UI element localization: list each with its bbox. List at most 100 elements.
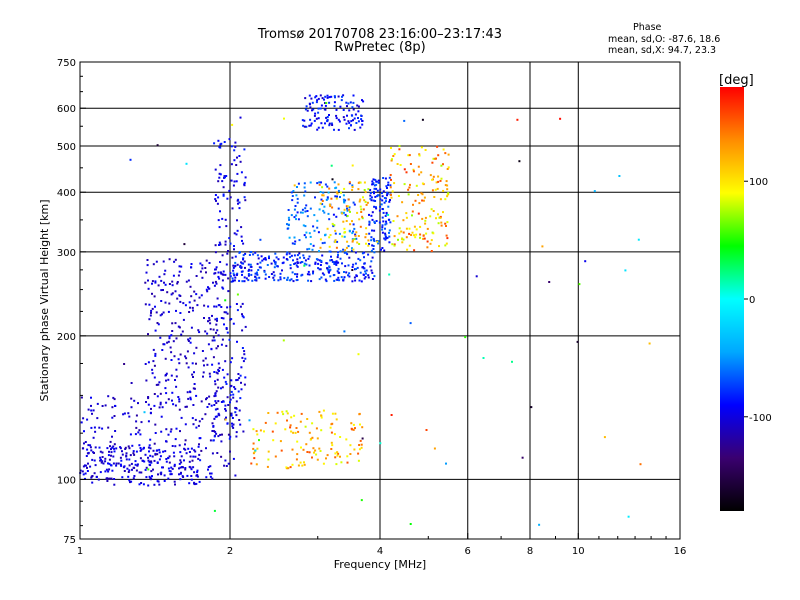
data-point	[360, 446, 363, 449]
data-point	[215, 331, 217, 334]
data-point	[219, 164, 222, 167]
data-point	[367, 276, 370, 279]
data-point	[127, 475, 130, 478]
data-point	[201, 267, 204, 270]
data-point	[151, 307, 154, 310]
data-point	[296, 254, 299, 257]
data-point	[345, 220, 348, 222]
data-point	[432, 232, 435, 235]
data-point	[214, 272, 217, 275]
data-point	[250, 273, 253, 276]
data-point	[124, 448, 127, 450]
data-point	[176, 282, 179, 285]
data-point	[364, 236, 367, 239]
data-point	[437, 222, 440, 225]
data-point	[351, 247, 353, 250]
data-point	[326, 118, 329, 121]
data-point	[230, 412, 233, 415]
data-point	[216, 319, 218, 322]
data-point	[374, 200, 377, 202]
data-point	[378, 221, 381, 224]
data-point	[214, 383, 217, 386]
data-point	[298, 252, 301, 255]
data-point	[303, 234, 306, 237]
data-point	[191, 373, 194, 376]
data-point	[314, 449, 317, 452]
data-point	[356, 211, 359, 214]
data-point	[217, 180, 220, 183]
data-point	[351, 164, 354, 167]
data-point	[303, 186, 306, 189]
data-point	[361, 215, 364, 218]
data-point	[309, 181, 312, 184]
data-point	[421, 217, 424, 220]
data-point	[361, 123, 364, 126]
data-point	[326, 267, 329, 270]
data-point	[201, 417, 204, 420]
data-point	[442, 148, 445, 151]
data-point	[223, 141, 226, 143]
data-point	[147, 403, 150, 406]
data-point	[356, 104, 359, 107]
data-point	[232, 396, 235, 399]
data-point	[148, 303, 151, 306]
data-point	[236, 156, 238, 159]
data-point	[178, 326, 181, 329]
data-point	[399, 164, 402, 166]
data-point	[213, 435, 216, 438]
data-point	[159, 314, 162, 317]
data-point	[107, 426, 110, 429]
data-point	[205, 397, 208, 400]
data-point	[160, 279, 163, 282]
data-point	[390, 159, 393, 162]
data-point	[205, 476, 208, 479]
data-point	[150, 461, 153, 464]
data-point	[148, 460, 151, 463]
data-point	[211, 314, 213, 317]
data-point	[298, 239, 301, 242]
data-point	[307, 270, 310, 273]
data-point	[386, 236, 389, 239]
data-point	[134, 460, 137, 463]
data-point	[191, 459, 194, 462]
data-point	[146, 259, 149, 261]
data-point	[321, 194, 324, 197]
data-point	[90, 396, 92, 399]
data-point	[309, 235, 312, 238]
data-point	[232, 457, 235, 460]
data-point	[209, 322, 212, 325]
data-point	[148, 318, 151, 321]
data-point	[144, 468, 147, 471]
data-point	[334, 195, 337, 198]
data-point	[193, 483, 196, 486]
data-point	[306, 273, 309, 276]
data-point	[93, 472, 96, 475]
data-point	[158, 483, 161, 486]
data-point	[365, 269, 368, 272]
data-point	[637, 238, 640, 241]
data-point	[373, 184, 376, 187]
data-point	[216, 372, 219, 375]
data-point	[309, 103, 311, 106]
data-point	[559, 117, 562, 120]
data-point	[236, 378, 239, 381]
data-point	[264, 277, 267, 280]
data-point	[370, 269, 373, 272]
data-point	[223, 323, 225, 326]
data-point	[316, 128, 319, 131]
data-point	[177, 396, 180, 398]
data-point	[291, 195, 294, 197]
data-point	[86, 418, 89, 421]
data-point	[221, 286, 224, 289]
data-point	[291, 199, 294, 202]
data-point	[174, 258, 177, 261]
data-point	[377, 194, 380, 197]
data-point	[173, 355, 176, 358]
data-point	[208, 317, 211, 319]
data-point	[308, 451, 311, 454]
data-point	[372, 237, 375, 240]
data-point	[242, 242, 245, 245]
data-point	[417, 165, 420, 168]
data-point	[603, 436, 606, 439]
data-point	[320, 259, 323, 262]
